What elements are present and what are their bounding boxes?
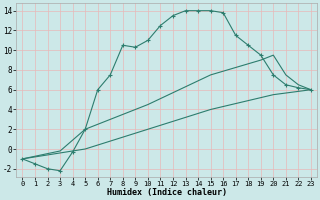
X-axis label: Humidex (Indice chaleur): Humidex (Indice chaleur) xyxy=(107,188,227,197)
